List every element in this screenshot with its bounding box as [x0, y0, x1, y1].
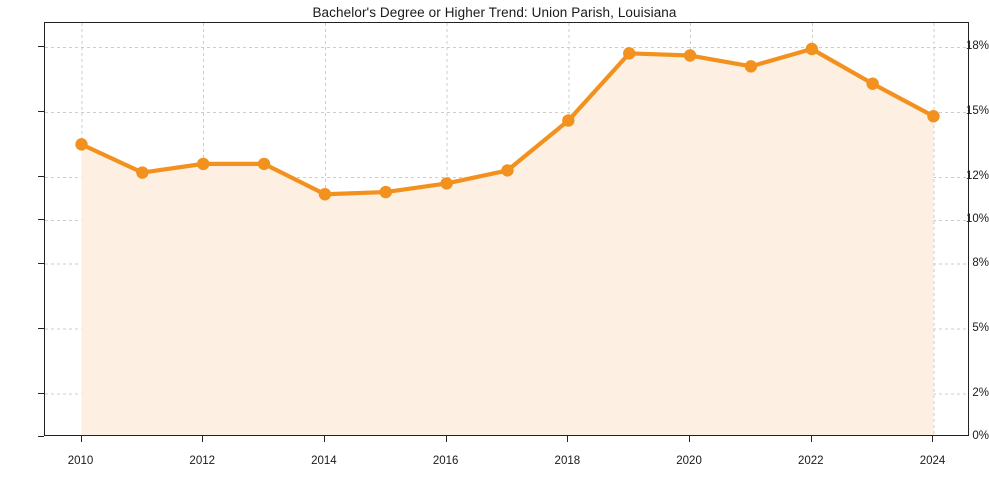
data-point-marker [623, 47, 636, 60]
data-point-marker [562, 114, 575, 127]
x-axis-tick-mark [323, 436, 325, 442]
x-axis-tick-mark [932, 436, 934, 442]
x-axis-tick-mark [567, 436, 569, 442]
chart-title: Bachelor's Degree or Higher Trend: Union… [312, 5, 677, 20]
data-point-marker [75, 138, 88, 151]
x-axis-tick-label: 2018 [554, 455, 581, 467]
data-point-marker [318, 188, 332, 201]
y-axis-tick-mark [38, 436, 44, 437]
x-axis-tick-label: 2014 [311, 455, 337, 467]
series-markers [75, 42, 940, 201]
x-axis-tick-label: 2016 [432, 455, 459, 467]
chart-canvas [45, 23, 968, 435]
x-axis-tick-label: 2022 [797, 455, 824, 467]
plot-area [44, 22, 969, 436]
x-axis-tick-label: 2024 [919, 455, 946, 467]
data-point-marker [136, 166, 149, 179]
x-axis-tick-label: 2020 [676, 455, 702, 467]
data-point-marker [197, 157, 210, 171]
data-point-marker [501, 164, 514, 177]
data-point-marker [927, 110, 940, 123]
x-axis-tick-label: 2012 [189, 455, 216, 467]
data-point-marker [805, 42, 818, 56]
x-axis-tick-mark [689, 436, 691, 442]
area-fill [81, 49, 934, 435]
data-point-marker [257, 157, 271, 171]
data-point-marker [379, 185, 392, 199]
x-axis-tick-mark [445, 436, 447, 442]
x-axis-tick-label: 2010 [67, 455, 94, 467]
data-point-marker [744, 60, 758, 73]
data-point-marker [440, 177, 453, 190]
x-axis-tick-mark [202, 436, 204, 442]
x-axis-tick-mark [80, 436, 82, 442]
x-axis-tick-mark [810, 436, 812, 442]
data-point-marker [683, 49, 697, 62]
data-point-marker [866, 77, 879, 90]
